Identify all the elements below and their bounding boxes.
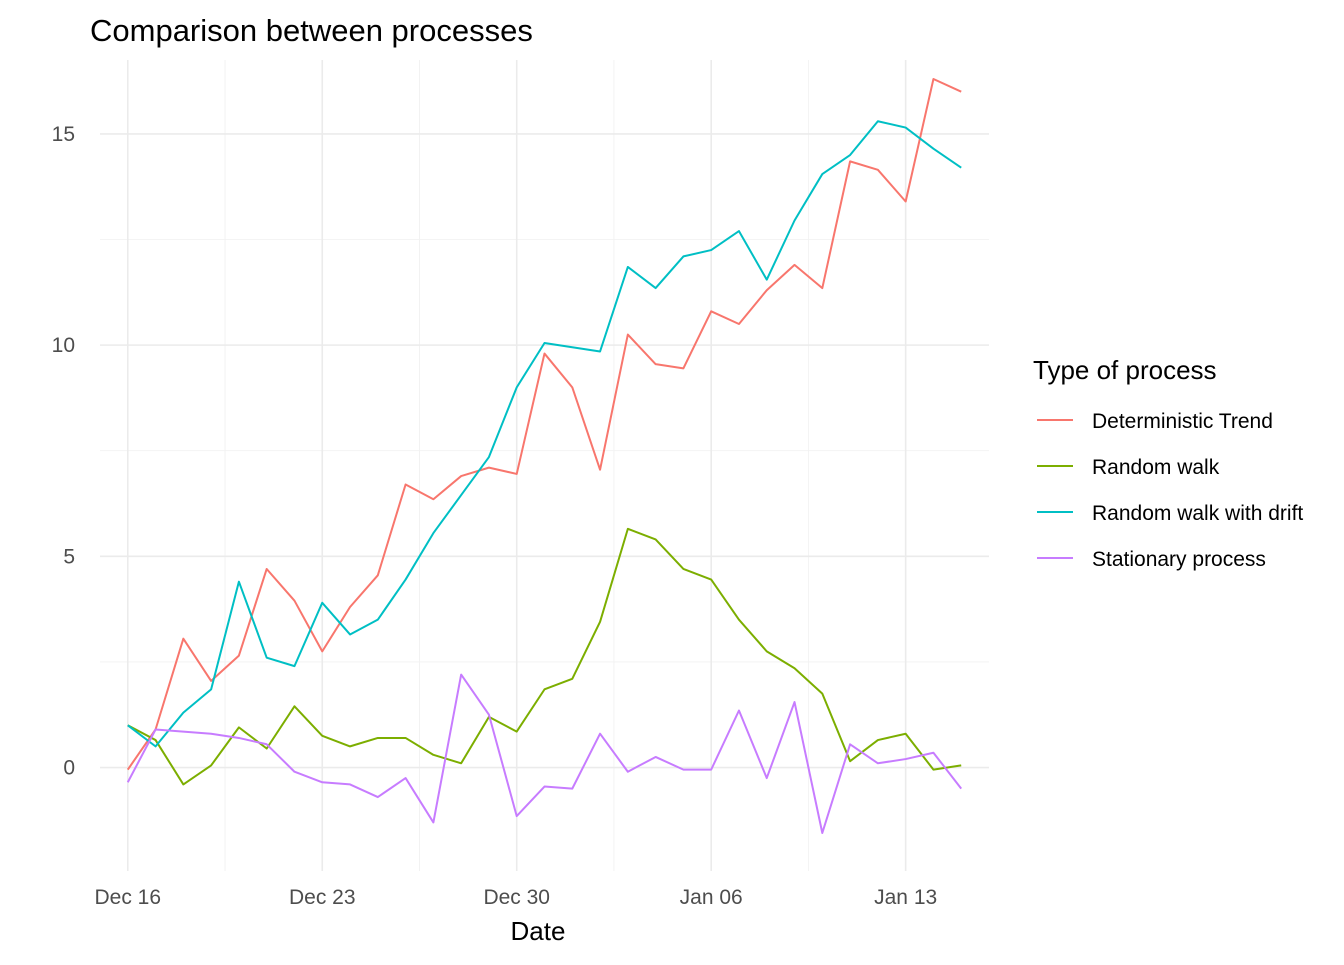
series-line-deterministic-trend bbox=[126, 78, 962, 771]
series-line-random-walk bbox=[127, 527, 962, 786]
y-tick-label: 0 bbox=[63, 757, 75, 780]
legend-title: Type of process bbox=[1033, 355, 1217, 385]
y-tick-label: 15 bbox=[52, 123, 75, 146]
series-lines bbox=[126, 78, 963, 834]
x-tick-label: Dec 16 bbox=[95, 886, 162, 909]
x-axis-title: Date bbox=[511, 916, 566, 946]
legend-label-deterministic-trend: Deterministic Trend bbox=[1092, 410, 1273, 433]
legend-items: Deterministic Trend Random walk Random wal… bbox=[1037, 410, 1303, 571]
chart-title: Comparison between processes bbox=[90, 13, 533, 48]
x-tick-label: Dec 23 bbox=[289, 886, 356, 909]
x-tick-label: Dec 30 bbox=[483, 886, 550, 909]
series-line-stationary-process bbox=[126, 673, 963, 834]
x-tick-label: Jan 06 bbox=[680, 886, 743, 909]
legend-label-stationary-process: Stationary process bbox=[1092, 548, 1266, 571]
legend-label-random-walk-with-drift: Random walk with drift bbox=[1092, 502, 1303, 525]
y-tick-label: 5 bbox=[63, 545, 75, 568]
grid-lines bbox=[100, 60, 989, 871]
x-tick-label: Jan 13 bbox=[874, 886, 937, 909]
y-tick-labels: 0 5 10 15 bbox=[52, 123, 75, 780]
x-tick-labels: Dec 16 Dec 23 Dec 30 Jan 06 Jan 13 bbox=[95, 886, 938, 909]
series-line-random-walk-with-drift bbox=[127, 120, 962, 748]
y-tick-label: 10 bbox=[52, 334, 75, 357]
legend: Type of process Deterministic Trend Rando… bbox=[1033, 355, 1303, 571]
legend-label-random-walk: Random walk bbox=[1092, 456, 1220, 479]
